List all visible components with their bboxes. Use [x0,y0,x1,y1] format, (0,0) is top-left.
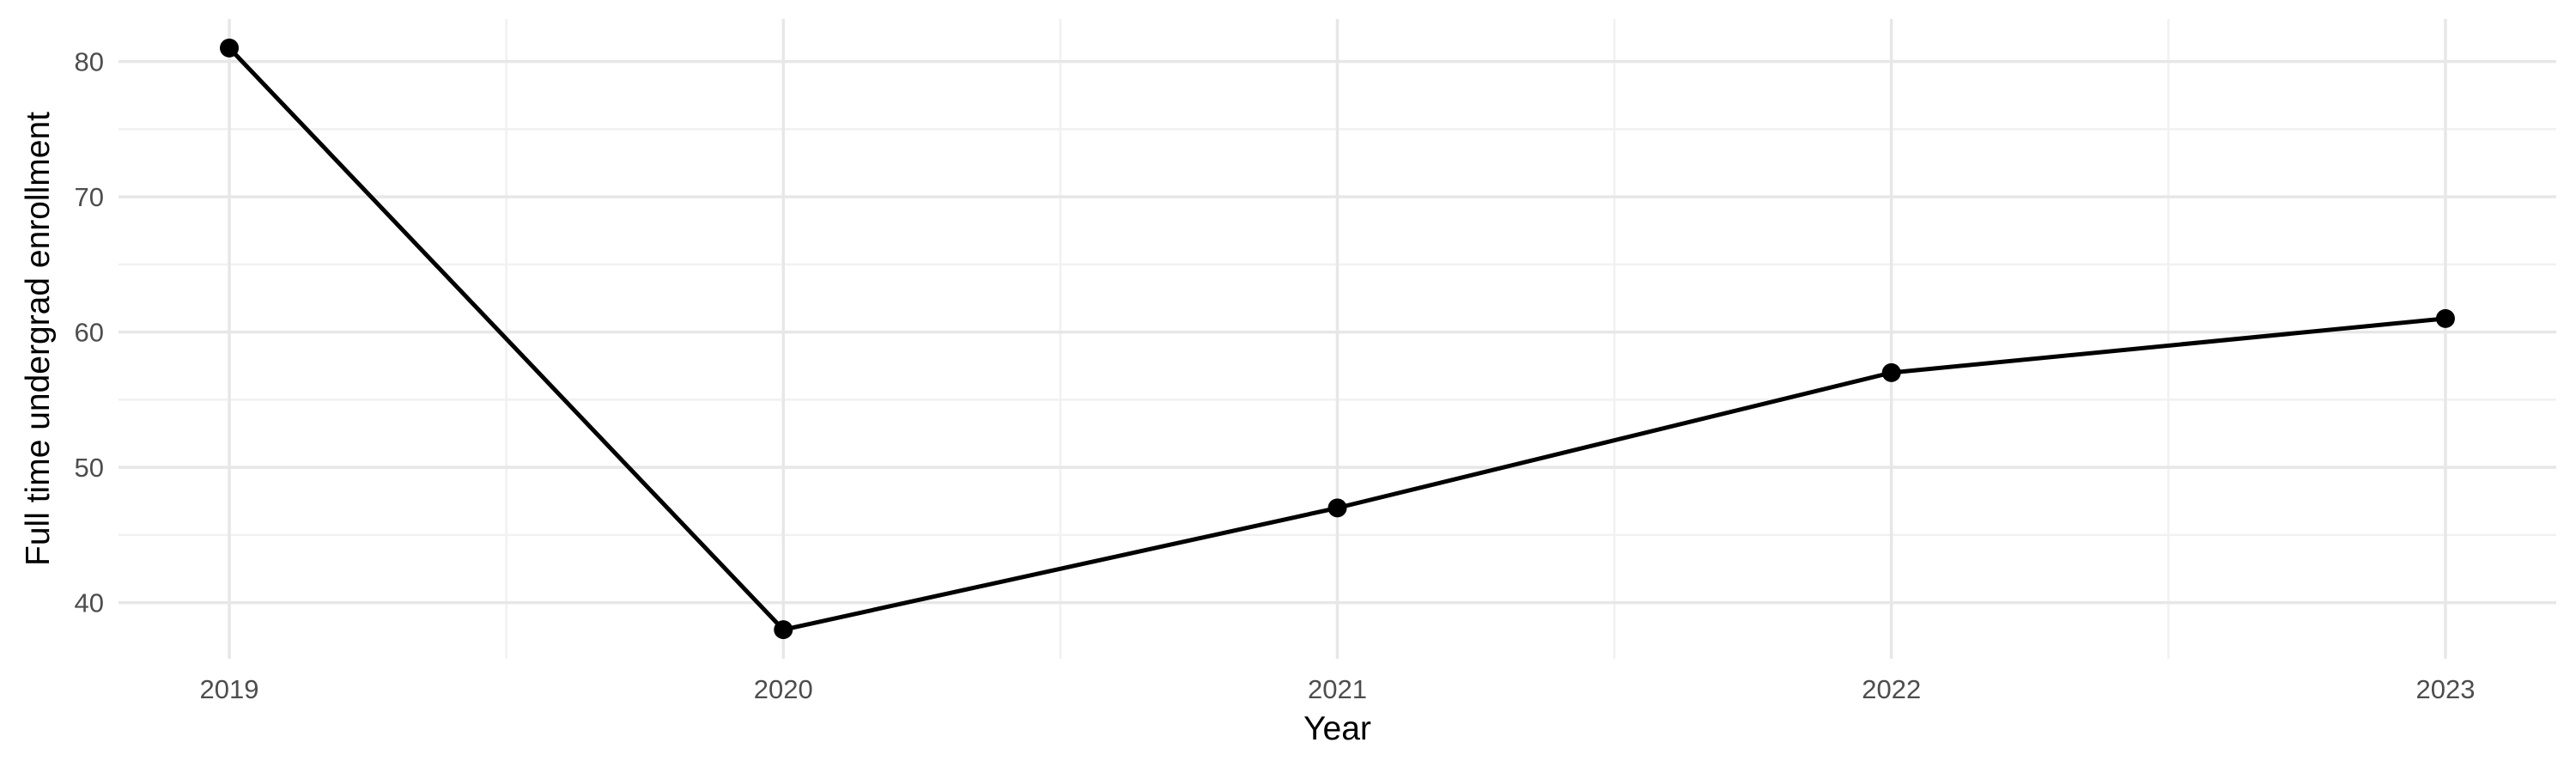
y-tick-label: 80 [75,47,104,77]
data-point-2019 [220,38,240,58]
y-tick-label: 40 [75,588,104,618]
y-tick-label: 70 [75,182,104,212]
data-point-2022 [1881,362,1901,382]
x-tick-label: 2019 [200,674,259,704]
y-tick-label: 50 [75,453,104,483]
data-point-2021 [1327,498,1347,518]
x-tick-label: 2022 [1862,674,1921,704]
y-tick-label: 60 [75,318,104,348]
data-point-2023 [2435,308,2455,328]
x-tick-label: 2021 [1308,674,1367,704]
x-axis-title: Year [1303,710,1371,747]
x-tick-label: 2020 [754,674,813,704]
y-axis-title: Full time undergrad enrollment [20,112,57,566]
x-tick-label: 2023 [2415,674,2475,704]
data-point-2020 [774,620,793,640]
